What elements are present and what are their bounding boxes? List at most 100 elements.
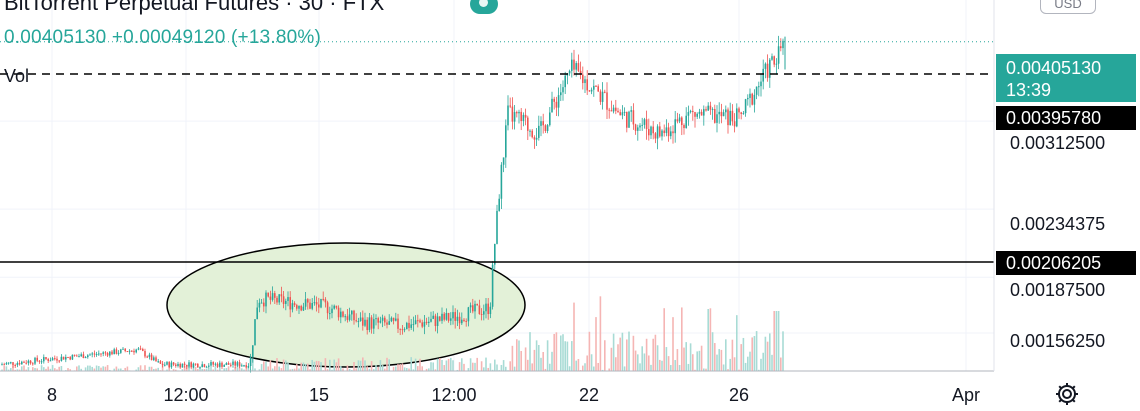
volume-bar	[324, 358, 327, 371]
candle-body	[227, 363, 230, 365]
candle-body	[76, 355, 78, 357]
volume-bar	[67, 368, 69, 371]
volume-bar	[331, 369, 333, 371]
candle-body	[260, 302, 263, 304]
candle-body	[700, 111, 703, 116]
candle-body	[727, 109, 729, 126]
candle-body	[771, 56, 773, 60]
volume-bar	[386, 357, 388, 371]
volume-bar	[216, 369, 219, 371]
candle-body	[252, 345, 254, 357]
volume-bar	[509, 361, 511, 371]
candle-body	[524, 114, 527, 118]
volume-bar	[287, 362, 289, 371]
candle-body	[406, 322, 408, 330]
volume-bar	[747, 356, 749, 371]
volume-bar	[733, 357, 736, 371]
volume-bar	[225, 368, 228, 371]
candle-body	[575, 63, 577, 70]
volume-bar	[381, 365, 384, 371]
volume-bar	[456, 369, 459, 371]
current-price: 0.00405130	[1006, 58, 1102, 78]
volume-bar	[634, 350, 637, 371]
candle-body	[643, 119, 646, 125]
volume-bar	[434, 369, 437, 371]
volume-bar	[199, 367, 201, 371]
volume-bar	[483, 367, 485, 371]
candle-body	[434, 315, 437, 327]
volume-bar	[271, 368, 274, 371]
candle-body	[777, 46, 780, 64]
volume-bar	[51, 365, 54, 371]
time-tick: 12:00	[163, 385, 209, 405]
candle-body	[148, 354, 151, 358]
candle-body	[351, 310, 353, 315]
candle-body	[93, 353, 96, 355]
candle-body	[476, 303, 478, 306]
volume-bar	[674, 360, 676, 371]
gear-icon[interactable]	[1054, 381, 1080, 407]
volume-bar	[709, 308, 712, 371]
volume-bar	[307, 363, 309, 371]
candle-body	[329, 313, 331, 315]
candle-body	[518, 111, 520, 114]
candle-body	[49, 360, 52, 362]
volume-bar	[36, 368, 38, 371]
candle-body	[731, 110, 734, 122]
candle-body	[775, 63, 778, 65]
candle-body	[58, 360, 60, 362]
candle-body	[322, 298, 324, 300]
volume-bar	[258, 369, 261, 371]
candle-body	[595, 85, 597, 87]
candle-body	[450, 318, 452, 321]
candle-body	[223, 365, 225, 367]
candle-body	[443, 313, 445, 320]
candle-body	[51, 358, 54, 361]
volume-label[interactable]: Vol	[4, 66, 30, 86]
volume-bar	[656, 345, 659, 371]
volume-bar	[87, 365, 89, 371]
candle-body	[676, 119, 679, 122]
candle-body	[208, 365, 210, 367]
volume-bar	[126, 366, 129, 371]
candle-body	[639, 125, 641, 128]
volume-bar	[335, 362, 338, 371]
candle-body	[54, 358, 56, 360]
volume-bar	[505, 366, 507, 371]
candle-body	[194, 363, 197, 365]
volume-bar	[430, 362, 432, 371]
volume-bar	[555, 332, 558, 371]
candle-body	[175, 364, 177, 367]
candle-body	[276, 297, 278, 303]
candle-body	[38, 360, 41, 362]
candle-body	[126, 351, 129, 353]
volume-bar	[696, 351, 698, 371]
candle-body	[34, 357, 36, 364]
volume-bar	[219, 366, 221, 371]
candle-body	[542, 121, 544, 126]
volume-bar	[337, 358, 340, 371]
volume-bar	[280, 368, 283, 371]
volume-bar	[311, 359, 313, 371]
candle-body	[621, 112, 624, 116]
volume-bar	[590, 354, 593, 371]
candle-body	[738, 108, 740, 113]
volume-bar	[89, 365, 91, 371]
currency-button[interactable]: USD	[1040, 0, 1096, 14]
volume-bar	[106, 365, 109, 371]
candle-body	[106, 353, 109, 356]
volume-bar	[500, 364, 503, 371]
volume-bar	[588, 331, 591, 371]
candle-body	[742, 113, 745, 115]
candle-body	[597, 86, 599, 92]
candle-body	[388, 321, 390, 325]
candle-body	[637, 127, 639, 131]
volume-bar	[749, 351, 751, 371]
candle-body	[7, 362, 10, 364]
candle-body	[755, 86, 758, 95]
volume-bar	[3, 365, 5, 371]
volume-bar	[762, 352, 764, 371]
candle-body	[573, 59, 575, 70]
candle-body	[480, 314, 483, 316]
